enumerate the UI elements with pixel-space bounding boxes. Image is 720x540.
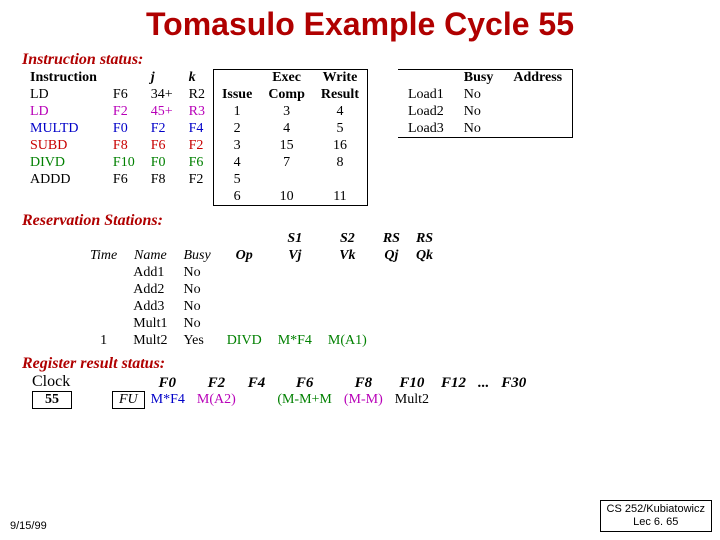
hdr-name: Name [125,247,175,264]
register-result-block: Clock 55 F0F2F4F6F8F10F12...F30 FU M*F4M… [22,373,698,409]
hdr-comp: Comp [260,87,313,104]
rr-header: F12 [435,375,472,392]
load-buffer-table: Busy Address Load1NoLoad2NoLoad3No [398,69,573,138]
ld-hdr-addr: Address [503,70,572,87]
hdr-op: Op [219,247,270,264]
hdr-write: Write [313,70,368,87]
hdr-exec: Exec [260,70,313,87]
rr-header-row: F0F2F4F6F8F10F12...F30 [113,375,533,392]
section-register-result: Register result status: [22,355,698,373]
footer-lec: Lec 6. 65 [607,516,705,529]
rr-value: Mult2 [389,392,435,409]
hdr-busy: Busy [175,247,218,264]
hdr-issue: Issue [213,87,260,104]
clock-value: 55 [32,391,72,409]
rr-value [435,392,472,409]
rr-row-label: FU [113,392,145,409]
instruction-row: LDF245+R3 [22,103,213,120]
slide-title: Tomasulo Example Cycle 55 [0,0,720,43]
rr-value: (M-M+M [271,392,338,409]
instruction-timing-row: 61011 [213,189,367,206]
hdr-vj: Vj [270,247,320,264]
hdr-rsqj: RS [375,230,408,247]
section-reservation-stations: Reservation Stations: [22,212,698,230]
reservation-stations-table: S1 S2 RS RS Time Name Busy Op Vj Vk Qj Q… [82,230,441,349]
hdr-rsqk: RS [408,230,441,247]
hdr-result: Result [313,87,368,104]
load-buffer-row: Load2No [398,104,573,121]
reservation-station-row: Mult1No [82,315,441,332]
rr-value: (M-M) [338,392,389,409]
rr-value-row: FU M*F4M(A2) (M-M+M(M-M)Mult2 [113,392,533,409]
clock-label: Clock [32,373,72,391]
rr-header: F6 [271,375,338,392]
reservation-station-row: Add2No [82,281,441,298]
section-instruction-status: Instruction status: [22,51,698,69]
hdr-j: j [143,69,181,86]
rr-value: M(A2) [191,392,242,409]
instruction-row: MULTDF0F2F4 [22,120,213,137]
footer-date: 9/15/99 [10,520,47,532]
rr-header: F10 [389,375,435,392]
instruction-row: ADDDF6F8F2 [22,171,213,188]
rr-header: F0 [144,375,191,392]
footer-course-box: CS 252/Kubiatowicz Lec 6. 65 [600,500,712,532]
load-buffer-row: Load3No [398,121,573,138]
instruction-timing-row: 5 [213,172,367,189]
rr-value [495,392,532,409]
instruction-row: SUBDF8F6F2 [22,137,213,154]
instruction-timing-row: 478 [213,155,367,172]
ld-hdr-blank [398,70,454,87]
instruction-timing-box: Exec Write Issue Comp Result 13424531516… [213,69,368,206]
rs-header-row-2: Time Name Busy Op Vj Vk Qj Qk [82,247,441,264]
reservation-station-row: Add3No [82,298,441,315]
instruction-timing-row: 245 [213,121,367,138]
ld-hdr-busy: Busy [454,70,504,87]
instruction-row: DIVDF10F0F6 [22,154,213,171]
instruction-table: Instruction j k LDF634+R2LDF245+R3MULTDF… [22,69,213,188]
rr-header: F8 [338,375,389,392]
hdr-s2: S2 [320,230,375,247]
rr-header: F30 [495,375,532,392]
rr-header: F4 [242,375,272,392]
instruction-status-block: Instruction j k LDF634+R2LDF245+R3MULTDF… [22,69,698,206]
instruction-timing-row: 31516 [213,138,367,155]
hdr-time: Time [82,247,125,264]
reservation-station-row: Add1No [82,264,441,281]
hdr-qj: Qj [375,247,408,264]
rr-value [472,392,495,409]
rs-header-row-1: S1 S2 RS RS [82,230,441,247]
footer-course: CS 252/Kubiatowicz [607,503,705,516]
content-area: Instruction status: Instruction j k LDF6… [0,43,720,409]
is-header-row: Instruction j k [22,69,213,86]
hdr-k: k [181,69,213,86]
rr-value [242,392,272,409]
rr-header: F2 [191,375,242,392]
hdr-s1: S1 [270,230,320,247]
load-buffer-row: Load1No [398,87,573,104]
reservation-station-row: 1Mult2YesDIVDM*F4M(A1) [82,332,441,349]
hdr-vk: Vk [320,247,375,264]
instruction-row: LDF634+R2 [22,86,213,103]
rr-header: ... [472,375,495,392]
rr-value: M*F4 [144,392,191,409]
hdr-qk: Qk [408,247,441,264]
instruction-timing-row: 134 [213,104,367,121]
hdr-instruction: Instruction [22,69,105,86]
register-result-table: F0F2F4F6F8F10F12...F30 FU M*F4M(A2) (M-M+… [112,375,532,410]
